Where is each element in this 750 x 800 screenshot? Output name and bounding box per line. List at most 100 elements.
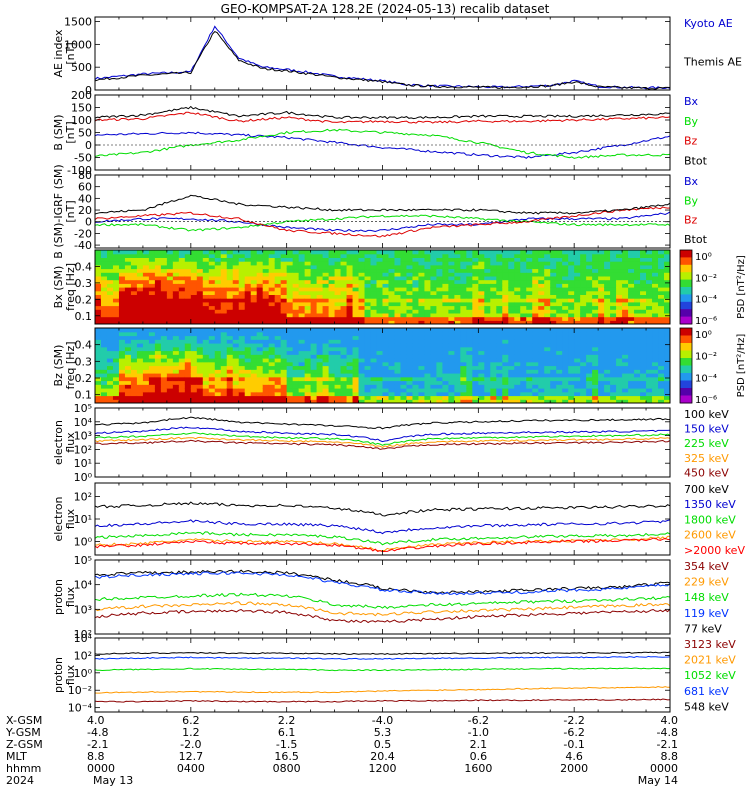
spec-cell [430, 350, 438, 355]
spec-cell [556, 395, 563, 400]
spec-cell [142, 250, 150, 255]
spec-cell [118, 343, 126, 348]
spec-cell [256, 346, 264, 352]
spec-cell [316, 316, 324, 321]
spec-cell [664, 275, 670, 281]
spec-cell [436, 350, 443, 355]
spec-cell [616, 391, 623, 397]
spec-cell [640, 320, 647, 324]
spec-cell [130, 257, 138, 262]
spec-cell [106, 305, 114, 310]
spec-cell [436, 253, 443, 258]
spec-cell [472, 279, 479, 284]
spec-cell [226, 250, 234, 255]
spec-cell [646, 391, 653, 397]
spec-cell [436, 391, 443, 397]
spec-cell [100, 339, 108, 344]
spec-cell [154, 250, 162, 255]
spec-cell [628, 358, 635, 363]
spec-cell [466, 301, 473, 307]
spec-cell [544, 376, 551, 382]
spec-cell [532, 354, 539, 359]
spec-cell [346, 253, 354, 258]
spec-cell [214, 301, 222, 307]
spec-cell [454, 279, 461, 284]
spec-cell [508, 373, 515, 378]
spec-cell [184, 328, 192, 333]
spec-cell [124, 373, 132, 378]
spec-cell [112, 261, 120, 266]
spec-cell [634, 294, 641, 299]
legend-entry: 354 keV [684, 560, 729, 573]
spec-cell [256, 298, 264, 303]
spec-cell [328, 309, 336, 314]
spec-cell [298, 253, 306, 258]
spec-cell [550, 290, 557, 295]
spec-cell [586, 275, 593, 281]
spec-cell [370, 350, 378, 355]
spec-cell [286, 376, 294, 382]
spec-cell [400, 343, 408, 348]
spec-cell [388, 346, 396, 352]
spec-cell [358, 331, 366, 337]
spec-cell [388, 391, 396, 397]
spec-cell [292, 380, 300, 385]
spec-cell [256, 395, 264, 400]
spec-cell [424, 301, 432, 307]
spec-cell [544, 268, 551, 273]
spec-cell [286, 275, 294, 281]
spec-cell [652, 279, 659, 284]
spec-cell [502, 290, 509, 295]
spec-cell [652, 391, 659, 397]
spec-cell [154, 257, 162, 262]
spec-cell [154, 380, 162, 385]
spec-cell [442, 253, 449, 258]
spec-cell [466, 335, 473, 340]
spec-cell [550, 380, 557, 385]
spec-cell [190, 268, 198, 273]
spec-cell [514, 376, 521, 382]
spec-cell [484, 391, 491, 397]
spec-cell [556, 264, 563, 270]
spec-cell [466, 358, 473, 363]
colorbar-segment [680, 287, 692, 295]
spec-cell [142, 279, 150, 284]
spec-cell [226, 335, 234, 340]
spec-cell [208, 287, 216, 292]
spec-cell [442, 328, 449, 333]
spec-cell [328, 395, 336, 400]
spec-cell [436, 380, 443, 385]
spec-cell [262, 376, 270, 382]
spec-cell [526, 287, 533, 292]
spec-cell [388, 316, 396, 321]
spec-cell [280, 376, 288, 382]
spec-cell [166, 287, 174, 292]
spec-cell [334, 388, 342, 393]
spec-cell [208, 264, 216, 270]
spec-cell [202, 331, 210, 337]
spec-cell [142, 301, 150, 307]
spec-cell [286, 301, 294, 307]
spec-cell [622, 309, 629, 314]
spec-cell [358, 316, 366, 321]
spec-cell [184, 388, 192, 393]
spec-cell [370, 272, 378, 277]
spec-cell [178, 275, 186, 281]
spec-cell [520, 354, 527, 359]
spec-cell [544, 253, 551, 258]
spec-cell [418, 328, 426, 333]
spec-cell [214, 290, 222, 295]
spec-cell [322, 388, 330, 393]
spec-cell [646, 312, 653, 318]
spec-cell [562, 261, 569, 266]
spec-cell [340, 283, 348, 288]
spec-cell [208, 399, 216, 403]
spec-cell [112, 391, 120, 397]
spec-cell [328, 399, 336, 403]
spec-cell [472, 320, 479, 324]
spec-cell [520, 391, 527, 397]
spec-cell [400, 316, 408, 321]
spec-cell [424, 275, 432, 281]
spec-cell [424, 264, 432, 270]
spec-cell [304, 272, 312, 277]
